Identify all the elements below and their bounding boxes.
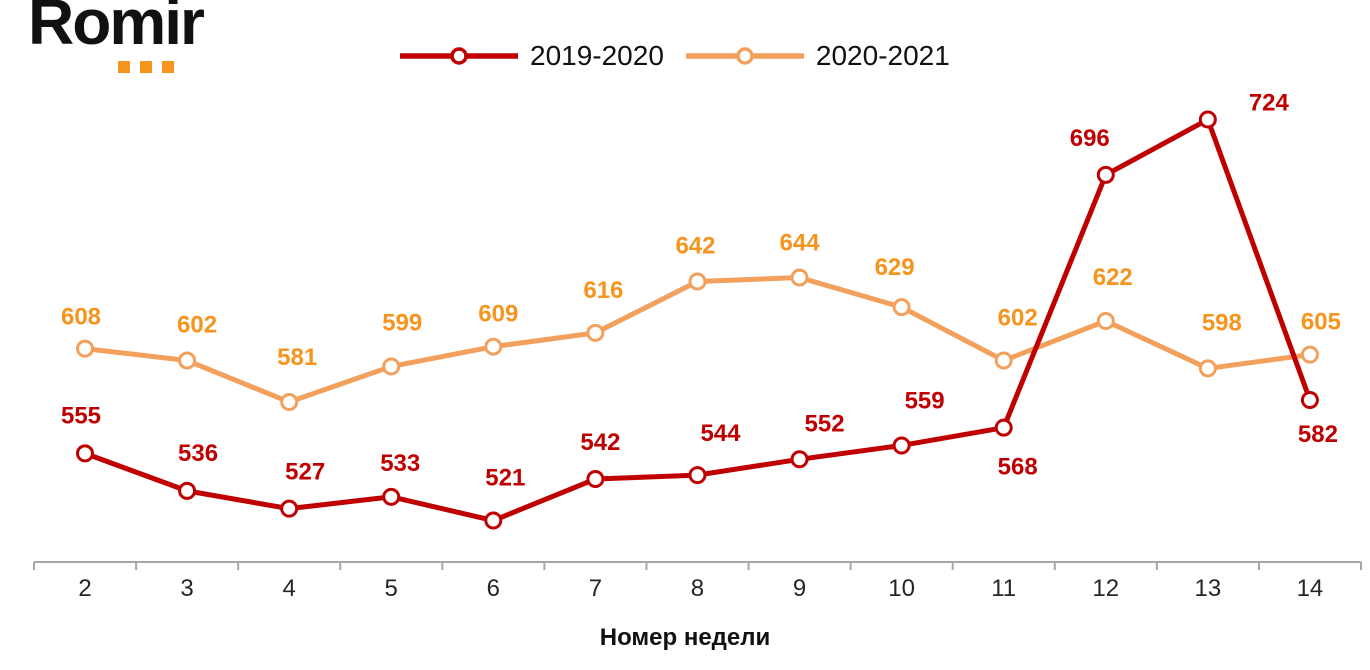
data-point-label-2020-2021-week-6: 609	[478, 301, 518, 328]
x-tick-label: 11	[991, 575, 1016, 602]
data-point-marker-2020-2021-week-7	[586, 323, 605, 342]
data-point-label-2019-2020-week-11: 568	[998, 454, 1038, 481]
romir-logo-dots	[118, 61, 174, 73]
data-point-marker-2019-2020-week-12	[1096, 165, 1115, 184]
data-point-label-2020-2021-week-9: 644	[780, 230, 821, 257]
data-point-marker-2019-2020-week-2	[76, 444, 94, 463]
data-point-label-2019-2020-week-7: 542	[580, 429, 620, 456]
data-point-marker-2019-2020-week-8	[688, 466, 707, 485]
x-tick-label: 7	[589, 575, 602, 602]
data-point-label-2019-2020-week-9: 552	[805, 410, 845, 437]
data-point-label-2020-2021-week-10: 629	[875, 254, 915, 281]
data-point-label-2020-2021-week-5: 599	[382, 309, 422, 336]
data-point-label-2020-2021-week-3: 602	[177, 312, 217, 339]
data-point-marker-2020-2021-week-4	[280, 393, 299, 412]
data-point-label-2019-2020-week-3: 536	[178, 440, 218, 467]
x-tick-label: 8	[691, 575, 704, 602]
legend-label-2020-2021: 2020-2021	[815, 40, 950, 71]
x-axis-title: Номер недели	[599, 624, 771, 651]
data-point-label-2020-2021-week-14: 605	[1301, 309, 1341, 336]
data-point-marker-2020-2021-week-8	[688, 272, 707, 291]
data-point-marker-2019-2020-week-6	[484, 511, 503, 530]
data-point-marker-2019-2020-week-14	[1300, 391, 1319, 410]
data-point-marker-2020-2021-week-14	[1300, 345, 1319, 364]
data-point-marker-2019-2020-week-7	[586, 470, 605, 489]
chart-legend: 2019-2020 2020-2021	[400, 40, 950, 72]
data-point-marker-2020-2021-week-6	[484, 337, 503, 356]
data-point-marker-2020-2021-week-2	[76, 339, 94, 358]
logo-dot-icon	[140, 61, 152, 73]
x-tick-label: 9	[793, 575, 806, 602]
data-point-marker-2019-2020-week-11	[994, 418, 1013, 437]
x-tick-label: 10	[888, 575, 915, 602]
legend-swatch-2019-2020	[400, 47, 518, 65]
data-point-marker-2019-2020-week-5	[382, 487, 401, 506]
data-point-marker-2019-2020-week-10	[892, 436, 911, 455]
data-point-marker-2020-2021-week-10	[892, 298, 911, 317]
data-point-label-2020-2021-week-2: 608	[61, 304, 101, 331]
data-point-label-2020-2021-week-4: 581	[277, 344, 317, 371]
data-point-label-2020-2021-week-13: 598	[1202, 309, 1242, 336]
legend-swatch-2020-2021	[685, 47, 804, 65]
data-point-label-2019-2020-week-4: 527	[285, 459, 325, 486]
data-point-marker-2020-2021-week-13	[1198, 359, 1217, 378]
data-point-label-2019-2020-week-12: 696	[1070, 125, 1110, 152]
data-point-marker-2019-2020-week-3	[178, 481, 197, 500]
x-tick-label: 14	[1297, 575, 1324, 602]
x-tick-label: 12	[1092, 575, 1119, 602]
x-tick-label: 5	[385, 575, 398, 602]
data-point-marker-2020-2021-week-3	[178, 351, 197, 370]
x-tick-label: 2	[78, 575, 91, 602]
data-point-marker-2020-2021-week-5	[382, 357, 401, 376]
legend-marker-icon	[736, 47, 754, 65]
romir-logo-text: Romir	[28, 0, 205, 58]
logo-dot-icon	[162, 61, 174, 73]
data-point-label-2020-2021-week-11: 602	[998, 305, 1038, 332]
data-point-label-2019-2020-week-14: 582	[1298, 421, 1338, 448]
legend-item-2020-2021: 2020-2021	[685, 40, 950, 72]
data-point-label-2019-2020-week-5: 533	[380, 450, 420, 477]
logo-dot-icon	[118, 61, 130, 73]
data-point-label-2019-2020-week-6: 521	[485, 465, 525, 492]
data-point-label-2019-2020-week-10: 559	[905, 387, 945, 414]
x-tick-label: 13	[1194, 575, 1221, 602]
x-tick-label: 6	[487, 575, 500, 602]
data-point-marker-2019-2020-week-9	[790, 450, 809, 469]
data-point-marker-2020-2021-week-11	[994, 351, 1013, 370]
series-line-2020-2021	[82, 275, 1313, 405]
data-point-label-2019-2020-week-8: 544	[700, 420, 741, 447]
x-tick-label: 4	[282, 575, 295, 602]
data-point-label-2019-2020-week-2: 555	[61, 402, 101, 429]
data-point-marker-2019-2020-week-13	[1198, 110, 1217, 129]
data-point-label-2020-2021-week-7: 616	[583, 277, 623, 304]
data-point-marker-2020-2021-week-9	[790, 268, 809, 287]
data-point-marker-2019-2020-week-4	[280, 499, 299, 518]
legend-item-2019-2020: 2019-2020	[400, 40, 664, 72]
romir-logo: Romir	[28, 0, 248, 80]
data-point-label-2020-2021-week-12: 622	[1093, 264, 1133, 291]
data-point-label-2020-2021-week-8: 642	[675, 233, 715, 260]
x-tick-label: 3	[180, 575, 193, 602]
data-point-marker-2020-2021-week-12	[1096, 312, 1115, 331]
legend-label-2019-2020: 2019-2020	[530, 40, 664, 71]
legend-marker-icon	[450, 47, 468, 65]
data-point-label-2019-2020-week-13: 724	[1249, 90, 1290, 117]
series-line-2019-2020	[82, 117, 1313, 524]
